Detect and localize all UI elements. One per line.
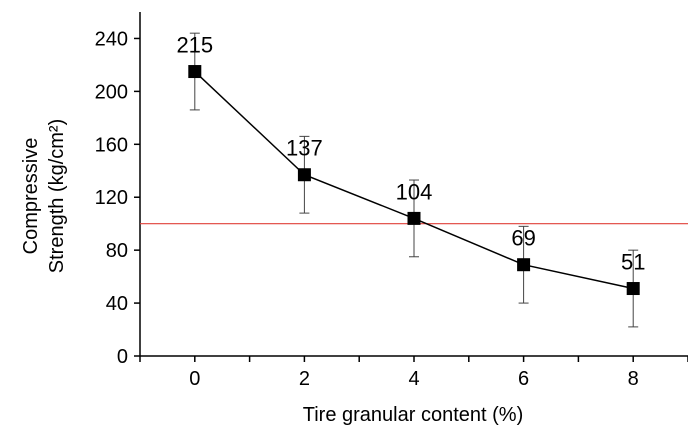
data-point-marker <box>626 282 640 296</box>
ticks: 0 40 80 120 160 200 240 0 2 4 6 8 <box>95 28 688 390</box>
data-label: 51 <box>621 250 645 275</box>
data-label: 104 <box>396 179 433 204</box>
data-label: 69 <box>511 226 535 251</box>
data-series <box>188 65 640 296</box>
data-label: 137 <box>286 136 323 161</box>
data-point-marker <box>517 258 531 272</box>
x-tick-label: 0 <box>189 368 200 390</box>
y-tick-label: 40 <box>106 293 128 315</box>
data-point-marker <box>188 65 202 79</box>
data-label: 215 <box>176 33 213 58</box>
y-tick-label: 0 <box>117 346 128 368</box>
y-tick-label: 160 <box>95 134 128 156</box>
x-tick-label: 2 <box>299 368 310 390</box>
y-axis-title-line1: Compressive <box>20 138 42 255</box>
y-tick-label: 120 <box>95 187 128 209</box>
y-tick-label: 80 <box>106 240 128 262</box>
x-tick-label: 8 <box>628 368 639 390</box>
data-point-marker <box>407 211 421 225</box>
data-labels: 215 137 104 69 51 <box>176 33 645 275</box>
x-tick-label: 6 <box>518 368 529 390</box>
x-tick-label: 4 <box>408 368 419 390</box>
y-tick-label: 200 <box>95 81 128 103</box>
y-tick-label: 240 <box>95 28 128 50</box>
data-point-marker <box>297 168 311 182</box>
y-axis-title-line2: Strength (kg/cm²) <box>46 119 68 273</box>
x-axis-title: Tire granular content (%) <box>303 404 523 426</box>
